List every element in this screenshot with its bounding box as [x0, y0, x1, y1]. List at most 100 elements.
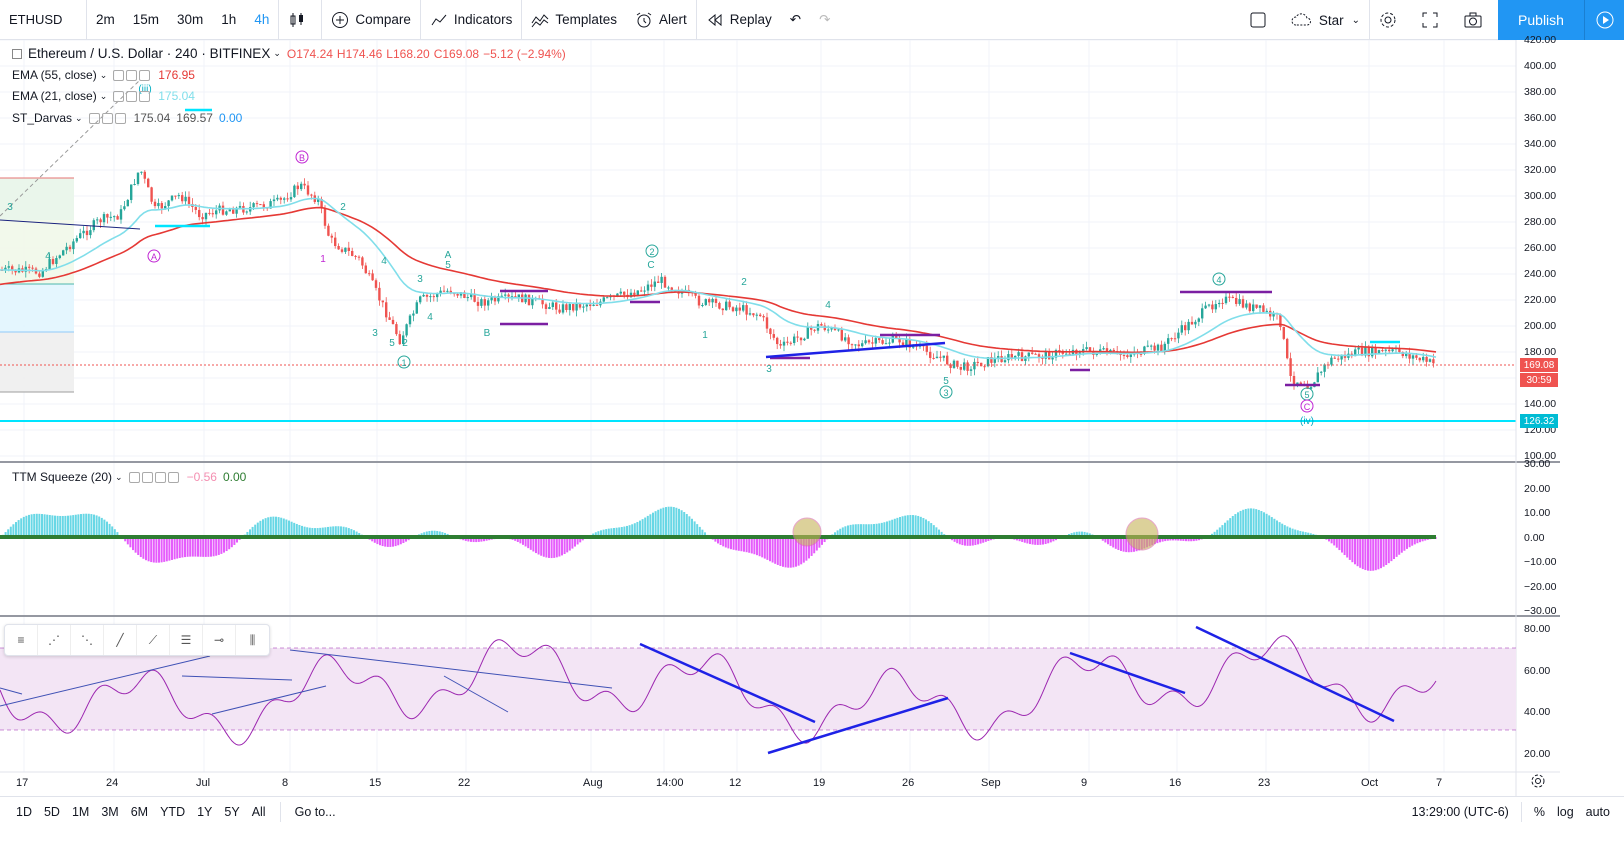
candle-tool-icon[interactable]: ⫼ [249, 632, 256, 647]
symbol-search[interactable]: ETHUSD [9, 12, 63, 27]
chevron-down-icon[interactable]: ⌄ [99, 69, 108, 80]
wave-icon[interactable]: ⋰ [38, 625, 71, 655]
range-6m[interactable]: 6M [130, 804, 149, 819]
eye-icon[interactable] [113, 90, 125, 102]
candle-body [1014, 355, 1017, 358]
snapshot-button[interactable] [1454, 0, 1498, 40]
templates-button[interactable]: Templates [522, 0, 626, 40]
gear-icon[interactable] [126, 69, 138, 81]
divider [1520, 801, 1522, 822]
replay-button[interactable]: Replay [697, 0, 781, 40]
range-1y[interactable]: 1Y [197, 804, 213, 819]
interval-15m[interactable]: 15m [132, 12, 160, 27]
legend-buttons[interactable] [113, 69, 152, 81]
horizontal-ray-icon[interactable]: ⊸ [203, 625, 236, 655]
ttm-bar [685, 514, 688, 537]
fib-icon[interactable]: ☰ [170, 625, 203, 655]
fullscreen-button[interactable] [1412, 0, 1454, 40]
ttm-bar [862, 524, 865, 537]
candle-body [344, 247, 347, 252]
candle-body [891, 336, 894, 343]
trendline-icon[interactable]: ╱ [104, 625, 137, 655]
ttm-bar [150, 537, 153, 563]
abc-wave-icon[interactable]: ⋱ [71, 625, 104, 655]
ttm-bar [883, 522, 886, 537]
eye-icon[interactable] [128, 471, 140, 483]
candle-body [72, 241, 75, 250]
range-1d[interactable]: 1D [16, 804, 32, 819]
ttm-legend[interactable]: TTM Squeeze (20) ⌄ −0.56 0.00 [12, 470, 246, 484]
chevron-down-icon[interactable]: ⌄ [75, 112, 83, 123]
ttm-bar [1122, 537, 1125, 552]
undo-button[interactable]: ↶ [781, 0, 810, 40]
compare-button[interactable]: Compare [322, 0, 420, 40]
log-toggle[interactable]: log [1556, 804, 1574, 819]
ema55-legend[interactable]: EMA (55, close) ⌄ 176.95 [12, 68, 195, 82]
ray-icon[interactable]: ⟋ [137, 625, 170, 655]
range-3m[interactable]: 3M [101, 804, 119, 819]
candle-body [1020, 352, 1024, 361]
close-icon[interactable] [139, 90, 151, 102]
ttm-bar [1413, 537, 1416, 545]
legend-buttons[interactable] [128, 471, 181, 483]
more-icon[interactable] [167, 471, 179, 483]
candle-body [1102, 348, 1105, 350]
close-icon[interactable] [139, 69, 151, 81]
legend-buttons[interactable] [88, 112, 128, 124]
star-button[interactable]: Star ⌄ [1282, 0, 1369, 40]
goto-button[interactable]: Go to... [294, 804, 336, 819]
range-1m[interactable]: 1M [71, 804, 90, 819]
gear-icon[interactable] [126, 90, 138, 102]
ttm-bar [197, 537, 199, 557]
settings-corner[interactable] [1530, 773, 1546, 792]
eye-icon[interactable] [88, 112, 100, 124]
ttm-bar [719, 537, 722, 546]
interval-4h[interactable]: 4h [254, 12, 270, 27]
play-button[interactable] [1584, 0, 1624, 40]
ttm-bar [1218, 527, 1221, 537]
interval-30m[interactable]: 30m [177, 12, 204, 27]
close-icon[interactable] [114, 112, 126, 124]
eye-icon[interactable] [113, 69, 125, 81]
time-tick: 12 [729, 777, 742, 789]
fullscreen-square-button[interactable] [1240, 0, 1282, 40]
chart-type-button[interactable] [279, 0, 321, 40]
ttm-bar [1034, 537, 1037, 545]
chevron-down-icon[interactable]: ⌄ [273, 48, 281, 58]
ema21-legend[interactable]: EMA (21, close) ⌄ 175.04 [12, 89, 195, 103]
publish-button[interactable]: Publish [1498, 0, 1584, 40]
range-ytd[interactable]: YTD [160, 804, 186, 819]
ttm-bar [813, 537, 816, 554]
redo-button[interactable]: ↷ [810, 0, 839, 40]
interval-2m[interactable]: 2m [96, 12, 115, 27]
ttm-bar [1127, 537, 1130, 553]
darvas-legend[interactable]: ST_Darvas ⌄ 175.04 169.57 0.00 [12, 111, 242, 125]
auto-toggle[interactable]: auto [1585, 804, 1610, 819]
symbol-title[interactable]: Ethereum / U.S. Dollar · 240 · BITFINEX [28, 46, 271, 61]
gear-icon[interactable] [141, 471, 153, 483]
gear-icon[interactable] [101, 112, 113, 124]
percent-toggle[interactable]: % [1533, 804, 1545, 819]
candle-body [1354, 349, 1357, 357]
ttm-bar [566, 537, 569, 553]
range-5d[interactable]: 5D [43, 804, 60, 819]
close-icon[interactable] [154, 471, 166, 483]
ttm-bar [665, 507, 667, 537]
lines-icon[interactable]: ≡ [5, 625, 38, 655]
chevron-down-icon[interactable]: ⌄ [115, 471, 123, 482]
range-5y[interactable]: 5Y [224, 804, 240, 819]
ttm-bar [1109, 537, 1112, 546]
legend-buttons[interactable] [113, 90, 152, 102]
ttm-bar [1021, 537, 1024, 542]
collapse-icon[interactable] [12, 48, 22, 59]
clock[interactable]: 13:29:00 (UTC-6) [1411, 804, 1509, 819]
indicators-button[interactable]: Indicators [421, 0, 522, 40]
ttm-bar [56, 515, 59, 537]
range-all[interactable]: All [251, 804, 266, 819]
ttm-bar [1244, 508, 1247, 537]
chevron-down-icon[interactable]: ⌄ [99, 90, 108, 101]
settings-button[interactable] [1370, 0, 1412, 40]
alert-button[interactable]: Alert [626, 0, 696, 40]
interval-1h[interactable]: 1h [221, 12, 237, 27]
